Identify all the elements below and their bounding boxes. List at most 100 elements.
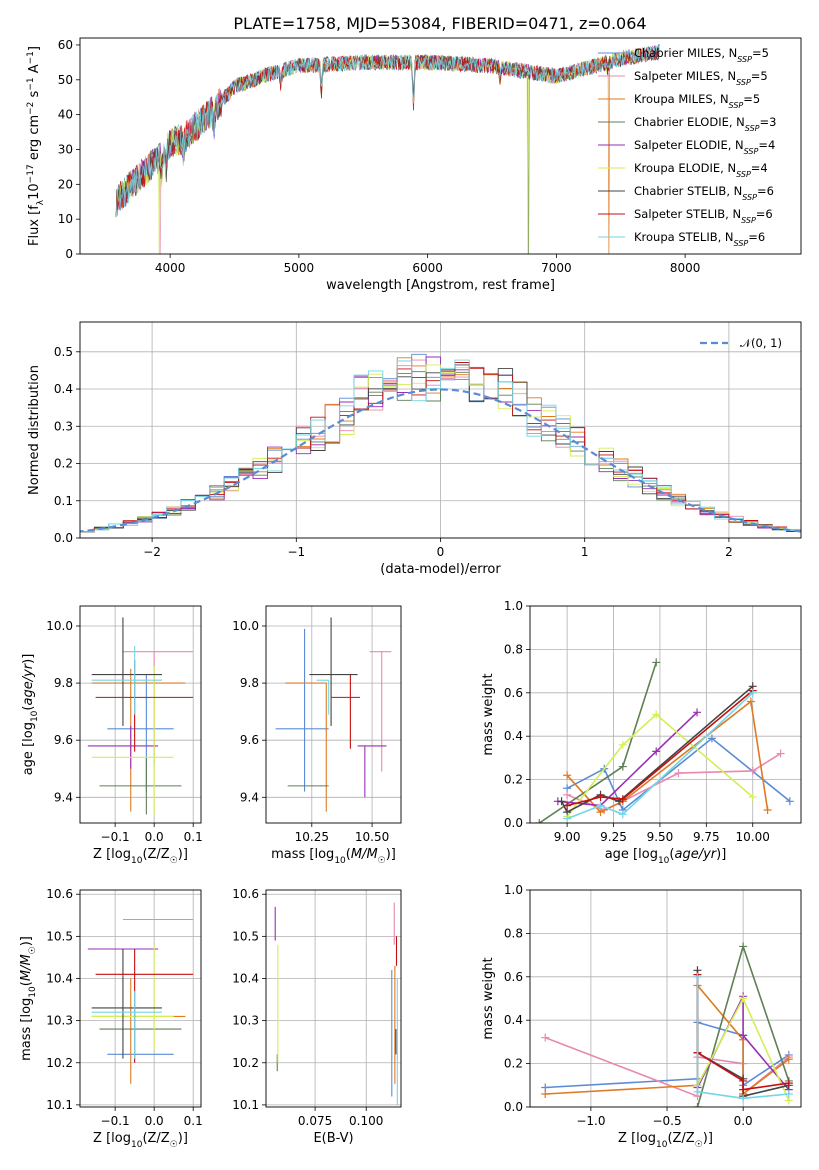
y-tick-label: 10.4 (232, 971, 259, 985)
y-tick-label: 10.5 (232, 929, 259, 943)
weight-marker (707, 734, 716, 743)
weight-marker (739, 1031, 748, 1040)
weight-line-kroupa-stelib (696, 976, 789, 1100)
mass-vs-ebv-plot-area (266, 890, 401, 1107)
weight-marker (739, 942, 748, 951)
errorbar-point (275, 628, 329, 792)
x-tick-label: 1 (581, 545, 589, 559)
spectrum-legend: Chabrier MILES, NSSP=5 Salpeter MILES, NS… (598, 46, 776, 248)
errorbar-point (309, 617, 358, 726)
x-tick-label: 0 (437, 545, 445, 559)
residuals-plot-area (80, 322, 801, 538)
y-tick-label: 9.6 (240, 733, 259, 747)
spectrum-panel: 4000 5000 6000 7000 8000 0 10 20 30 40 50 60 wavelen… (26, 37, 802, 293)
weight-marker (563, 801, 572, 810)
x-tick-label: 10.50 (355, 830, 389, 844)
weight-marker (785, 797, 794, 806)
residuals-frame (79, 321, 802, 539)
errorbar-point (91, 991, 162, 1059)
y-tick-label: 30 (58, 142, 73, 156)
errorbar-point (91, 978, 186, 1084)
weight-marker (748, 792, 757, 801)
weight-line-kroupa-miles (566, 700, 769, 814)
x-tick-label: 9.00 (554, 830, 581, 844)
y-tick-label: 0.0 (54, 531, 73, 545)
histogram-kroupa-stelib (80, 359, 801, 533)
errorbar-point (285, 682, 327, 812)
y-tick-label: 0.4 (54, 382, 73, 396)
legend-entry: Kroupa MILES, NSSP=5 (634, 92, 760, 110)
weight-marker (618, 795, 627, 804)
y-tick-label: 10.2 (232, 1056, 259, 1070)
legend-entry: Salpeter ELODIE, NSSP=4 (634, 138, 775, 156)
x-tick-label: 0.1 (184, 830, 203, 844)
spectrum-line-kroupa-stelib (115, 45, 660, 217)
legend-entry: Chabrier ELODIE, NSSP=3 (634, 115, 776, 133)
errorbar-point (99, 757, 182, 815)
x-axis-label: Z [log10(Z/Z☉)] (93, 1131, 188, 1150)
y-tick-label: 0.6 (504, 686, 523, 700)
x-tick-label: −1 (287, 545, 305, 559)
y-tick-label: 0.4 (504, 729, 523, 743)
y-tick-label: 10.1 (46, 1098, 73, 1112)
weight-marker (618, 762, 627, 771)
weight-marker (739, 1076, 748, 1085)
y-tick-label: 1.0 (504, 883, 523, 897)
x-tick-label: 8000 (670, 261, 701, 275)
legend-entry: Kroupa STELIB, NSSP=6 (634, 230, 765, 248)
weight-marker (693, 972, 702, 981)
mass-vs-z-frame (79, 889, 202, 1108)
y-tick-label: 0.0 (504, 1100, 523, 1114)
y-tick-label: 10.3 (46, 1014, 73, 1028)
y-tick-label: 10.6 (46, 887, 73, 901)
y-tick-label: 10.3 (232, 1014, 259, 1028)
y-tick-label: 0.2 (504, 1057, 523, 1071)
age-vs-z-frame (79, 605, 202, 824)
x-axis-label: E(B-V) (313, 1131, 353, 1146)
weight-marker (563, 771, 572, 780)
weight-marker (739, 1085, 748, 1094)
weight-marker (674, 769, 683, 778)
age-vs-mass-panel: 10.25 10.50 9.4 9.6 9.8 10.0 mass [log10(M/M☉)… (232, 605, 402, 866)
errorbar-point (95, 660, 194, 752)
weight-line-kroupa-elodie (566, 713, 754, 817)
y-axis-label: age [log10(age/yr)] (21, 654, 40, 776)
x-tick-label: 10.25 (295, 830, 329, 844)
y-tick-label: 50 (58, 73, 73, 87)
weight-marker (784, 1089, 793, 1098)
gaussian-legend-label: 𝒩(0, 1) (740, 336, 782, 350)
weight-marker (596, 792, 605, 801)
legend-entry: Kroupa ELODIE, NSSP=4 (634, 161, 768, 179)
errorbar-point (316, 679, 330, 715)
residuals-panel: −2 −1 0 1 2 0.0 0.1 0.2 0.3 0.4 0.5 𝒩(0, 1) (data-mo… (27, 321, 802, 577)
y-axis-label: mass weight (481, 673, 496, 755)
legend-entry: Chabrier STELIB, NSSP=6 (634, 184, 774, 202)
y-tick-label: 10.0 (46, 619, 73, 633)
weight-vs-age-plot-area (530, 606, 801, 823)
y-tick-label: 10.2 (46, 1056, 73, 1070)
weight-marker (693, 1087, 702, 1096)
y-tick-label: 10.0 (232, 619, 259, 633)
y-tick-label: 20 (58, 177, 73, 191)
weight-marker (739, 1094, 748, 1103)
weight-marker (652, 747, 661, 756)
y-tick-label: 0.2 (504, 773, 523, 787)
errorbar-point (91, 948, 162, 1059)
weight-line-salpeter-stelib (566, 689, 754, 807)
errorbar-point (87, 725, 159, 769)
x-axis-label: (data-model)/error (380, 562, 501, 577)
y-tick-label: 10.1 (232, 1098, 259, 1112)
weight-marker (541, 1089, 550, 1098)
y-tick-label: 60 (58, 38, 73, 52)
x-axis-label: age [log10(age/yr)] (605, 847, 727, 866)
errorbar-point (357, 745, 387, 798)
y-tick-label: 0.2 (54, 457, 73, 471)
x-axis-label: Z [log10(Z/Z☉)] (93, 847, 188, 866)
errorbar-point (122, 651, 194, 766)
errorbar-point (91, 944, 174, 1051)
weight-marker (652, 658, 661, 667)
weight-vs-age-panel: 9.00 9.25 9.50 9.75 10.00 0.0 0.2 0.4 0.6 0.8 1.0 a… (481, 599, 802, 866)
weight-marker (693, 1103, 702, 1107)
y-axis-label: Flux [fλ10−17 erg cm−2 s−1 A−1] (26, 46, 46, 246)
